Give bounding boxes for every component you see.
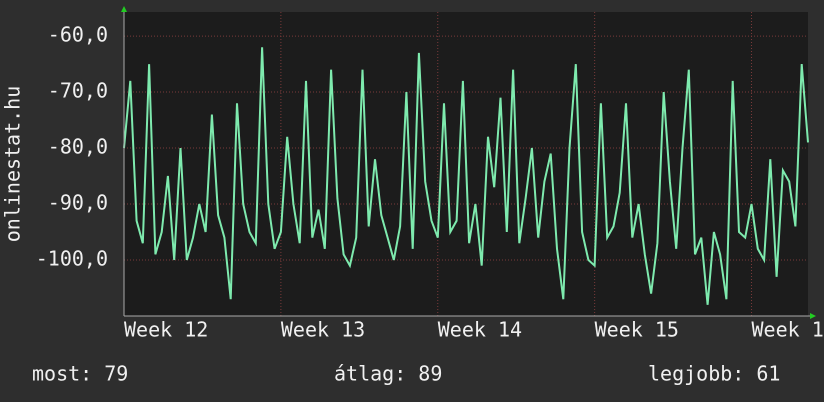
footer-current: most: 79 bbox=[32, 362, 128, 386]
axis-arrow bbox=[121, 6, 127, 12]
x-tick-label: Week 15 bbox=[595, 318, 679, 342]
data-line bbox=[123, 47, 809, 305]
y-tick-label: -90,0 bbox=[48, 191, 108, 215]
y-tick-label: -100,0 bbox=[36, 247, 108, 271]
x-tick-label: Week 13 bbox=[281, 318, 365, 342]
x-tick-label: Week 16 bbox=[752, 318, 824, 342]
y-axis-label: onlinestat.hu bbox=[1, 86, 25, 243]
y-tick-label: -60,0 bbox=[48, 23, 108, 47]
footer-best: legjobb: 61 bbox=[648, 362, 780, 386]
x-tick-label: Week 12 bbox=[124, 318, 208, 342]
y-tick-label: -70,0 bbox=[48, 79, 108, 103]
axis-arrow bbox=[810, 313, 816, 319]
y-tick-label: -80,0 bbox=[48, 135, 108, 159]
footer-average: átlag: 89 bbox=[334, 362, 442, 386]
x-tick-label: Week 14 bbox=[438, 318, 522, 342]
